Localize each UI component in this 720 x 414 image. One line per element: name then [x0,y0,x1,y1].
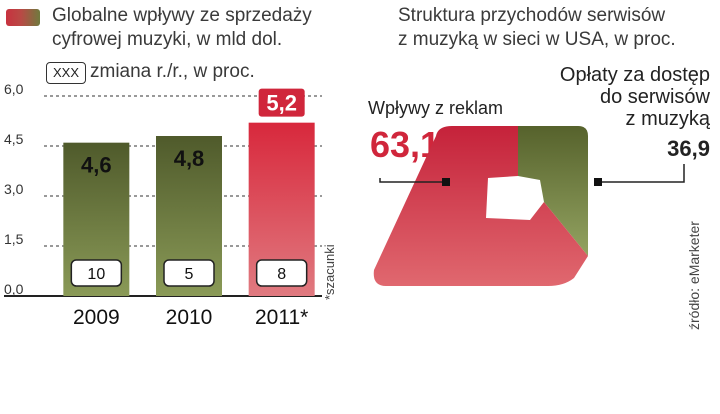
value-label: 4,6 [81,153,112,178]
y-tick-label: 0,0 [4,281,24,297]
change-legend-box: XXX [46,62,86,84]
bar-chart: 0,0 1,5 3,0 4,5 6,0 4,6 10 2009 4,8 5 2010 5,2 8 2011… [4,81,322,329]
x-tick-label: 2009 [73,306,120,329]
leader-line-ads [379,178,446,183]
pie-chart [373,126,685,286]
y-tick-label: 4,5 [4,131,24,147]
value-label: 4,8 [174,146,205,171]
footnote: *szacunki [322,244,337,300]
x-tick-label: 2011* [255,306,308,329]
slice-value-access: 36,9 [667,136,710,161]
pie-chart-title-line2: z muzyką w sieci w USA, w proc. [398,29,676,50]
y-tick-label: 3,0 [4,181,24,197]
pie-chart-title-line1: Struktura przychodów serwisów [398,5,666,26]
change-value: 5 [185,266,194,283]
y-tick-label: 6,0 [4,81,24,97]
slice-access [518,126,588,256]
leader-marker-ads [442,178,450,186]
slice-label-ads: Wpływy z reklam [368,98,504,118]
change-box [70,259,123,287]
value-label: 5,2 [266,91,297,116]
pie-chart-title: Struktura przychodów serwisów z muzyką w… [398,4,698,52]
bar-chart-title-line1: Globalne wpływy ze sprzedaży [52,5,312,26]
change-box [163,259,215,287]
value-label-box [258,88,305,117]
source-label: źródło: eMarketer [686,221,702,330]
leader-marker-access [594,178,602,186]
slice-label-access: Opłaty za dostęp do serwisów z muzyką [559,64,710,130]
change-value: 8 [277,266,286,283]
legend-swatch [6,9,40,26]
leader-line-access [598,164,685,183]
bar-chart-title: Globalne wpływy ze sprzedaży cyfrowej mu… [52,4,342,52]
change-legend-text: zmiana r./r., w proc. [90,61,255,82]
slice-ads [373,126,588,286]
x-tick-label: 2010 [166,306,213,329]
change-box [255,259,308,287]
y-tick-label: 1,5 [4,231,24,247]
bar-chart-title-line2: cyfrowej muzyki, w mld dol. [52,29,283,50]
change-value: 10 [87,266,105,283]
